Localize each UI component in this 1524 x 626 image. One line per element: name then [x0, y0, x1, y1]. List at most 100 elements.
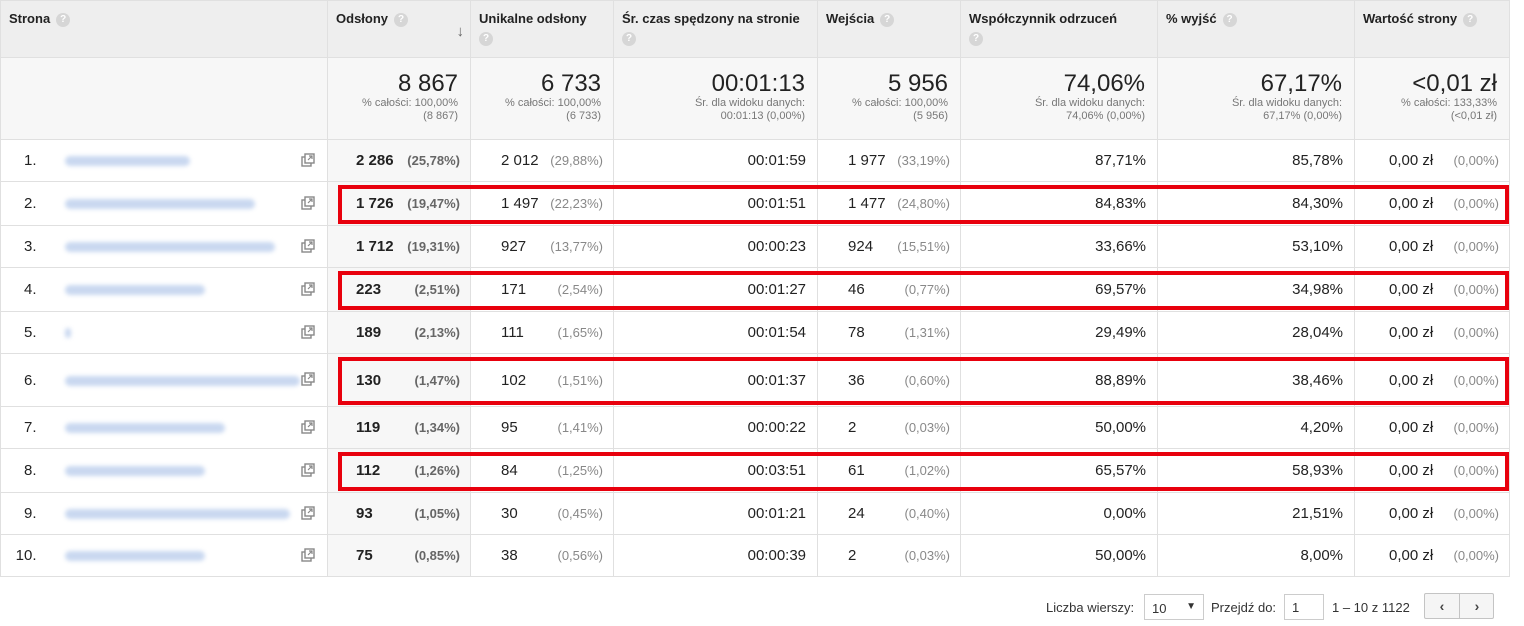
col-header-wejscia[interactable]: Wejścia? — [817, 0, 962, 58]
page-link-cell[interactable] — [40, 353, 329, 407]
cell-czas: 00:01:37 — [613, 353, 819, 407]
cell-unikalne: 111 (1,65%) — [470, 311, 615, 354]
page-link-redacted[interactable] — [64, 466, 205, 477]
value: 223 — [356, 281, 382, 298]
page-link-cell[interactable] — [40, 534, 329, 577]
help-icon[interactable]: ? — [622, 32, 637, 46]
external-link-icon[interactable] — [301, 195, 315, 210]
cell-wartosc: 0,00 zł (0,00%) — [1354, 406, 1511, 449]
page-link-cell[interactable] — [40, 492, 329, 535]
external-link-icon[interactable] — [301, 547, 315, 562]
col-header-wartosc[interactable]: Wartość strony? — [1354, 0, 1511, 58]
cell-wyjsc: 34,98% — [1157, 267, 1356, 312]
help-icon[interactable]: ? — [479, 32, 494, 46]
data-rows: 1. 2 286 (25,78%) 2 012 (29,88%) 00:01:59 1 97… — [0, 139, 1511, 577]
value: 8,00% — [1300, 547, 1344, 564]
page-link-redacted[interactable] — [64, 328, 71, 339]
page-link-redacted[interactable] — [64, 156, 190, 167]
page-link-redacted[interactable] — [64, 551, 205, 562]
col-header-label: Wejścia — [826, 11, 875, 26]
page-link-cell[interactable] — [40, 406, 329, 449]
row-index: 2. — [0, 181, 41, 226]
cell-odrzucen: 87,71% — [960, 139, 1159, 182]
col-header-wyjsc[interactable]: % wyjść? — [1157, 0, 1356, 58]
external-link-icon[interactable] — [301, 238, 315, 253]
percent: (29,88%) — [550, 153, 604, 168]
external-link-icon[interactable] — [301, 281, 315, 296]
help-icon[interactable]: ? — [880, 12, 895, 27]
help-icon[interactable]: ? — [1222, 12, 1237, 27]
page-link-cell[interactable] — [40, 181, 329, 226]
total-subtext: Śr. dla widoku danych: — [694, 97, 806, 109]
page-link-redacted[interactable] — [64, 509, 290, 520]
cell-czas: 00:00:23 — [613, 225, 819, 268]
percent: (1,34%) — [414, 420, 461, 435]
cell-wyjsc: 53,10% — [1157, 225, 1356, 268]
col-header-odslony[interactable]: Odsłony? ↓ — [327, 0, 472, 58]
external-link-icon[interactable] — [301, 419, 315, 434]
percent: (0,00%) — [1453, 463, 1500, 478]
total-subtext: Śr. dla widoku danych: — [1231, 97, 1343, 109]
page-link-cell[interactable] — [40, 448, 329, 493]
help-icon[interactable]: ? — [56, 12, 71, 27]
rows-per-page-select[interactable]: 10 ▼ — [1144, 594, 1204, 620]
cell-wyjsc: 28,04% — [1157, 311, 1356, 354]
value: 0,00 zł — [1389, 371, 1434, 389]
external-link-icon[interactable] — [301, 462, 315, 477]
cell-odslony: 93 (1,05%) — [327, 492, 472, 535]
total-value: <0,01 zł — [1412, 70, 1498, 97]
col-header-czas[interactable]: Śr. czas spędzony na stronie? — [613, 0, 819, 58]
value: 111 — [501, 324, 524, 341]
chevron-left-icon[interactable]: ‹ — [1425, 594, 1460, 618]
col-header-unikalne[interactable]: Unikalne odsłony? — [470, 0, 615, 58]
value: 29,49% — [1095, 324, 1147, 341]
percent: (2,13%) — [414, 325, 461, 340]
percent: (0,60%) — [904, 372, 951, 388]
total-wyjsc: 67,17% Śr. dla widoku danych: 67,17% (0,… — [1157, 57, 1356, 140]
sort-down-icon[interactable]: ↓ — [456, 23, 465, 40]
total-subtext: 00:01:13 (0,00%) — [720, 110, 806, 122]
percent: (1,41%) — [557, 420, 604, 435]
cell-unikalne: 38 (0,56%) — [470, 534, 615, 577]
col-header-label: Wartość strony — [1363, 11, 1458, 26]
page-link-redacted[interactable] — [64, 285, 205, 296]
page-link-cell[interactable] — [40, 267, 329, 312]
total-value: 74,06% — [1063, 70, 1146, 97]
row-index: 5. — [0, 311, 41, 354]
help-icon[interactable]: ? — [1463, 12, 1478, 27]
total-value: 00:01:13 — [711, 70, 806, 97]
external-link-icon[interactable] — [301, 372, 315, 386]
pager-buttons: ‹ › — [1424, 593, 1494, 619]
percent: (25,78%) — [407, 153, 461, 168]
value: 00:00:39 — [747, 547, 807, 564]
help-icon[interactable]: ? — [394, 12, 409, 27]
help-icon[interactable]: ? — [969, 32, 984, 46]
page-link-cell[interactable] — [40, 311, 329, 354]
col-header-odrzucen[interactable]: Współczynnik odrzuceń? — [960, 0, 1159, 58]
goto-page-input[interactable]: 1 — [1284, 594, 1324, 620]
table-row: 3. 1 712 (19,31%) 927 (13,77%) 00:00:23 924 (15… — [0, 225, 1511, 268]
value: 4,20% — [1300, 419, 1344, 436]
percent: (15,51%) — [897, 239, 951, 254]
cell-odslony: 119 (1,34%) — [327, 406, 472, 449]
page-link-redacted[interactable] — [64, 375, 300, 386]
page-link-redacted[interactable] — [64, 242, 275, 253]
col-header-strona[interactable]: Strona? — [0, 0, 329, 58]
cell-wartosc: 0,00 zł (0,00%) — [1354, 311, 1511, 354]
value: 46 — [848, 281, 865, 298]
percent: (0,03%) — [904, 548, 951, 563]
cell-wejscia: 61 (1,02%) — [817, 448, 962, 493]
value: 00:01:59 — [747, 152, 807, 169]
value: 171 — [501, 281, 527, 298]
chevron-right-icon[interactable]: › — [1474, 598, 1480, 614]
page-link-cell[interactable] — [40, 139, 329, 182]
total-subtext: % całości: 133,33% — [1401, 97, 1498, 109]
external-link-icon[interactable] — [301, 152, 315, 167]
external-link-icon[interactable] — [301, 324, 315, 339]
cell-odslony: 130 (1,47%) — [327, 353, 472, 407]
page-link-redacted[interactable] — [64, 199, 255, 210]
external-link-icon[interactable] — [301, 505, 315, 520]
page-link-cell[interactable] — [40, 225, 329, 268]
value: 85,78% — [1292, 152, 1344, 169]
page-link-redacted[interactable] — [64, 423, 225, 434]
